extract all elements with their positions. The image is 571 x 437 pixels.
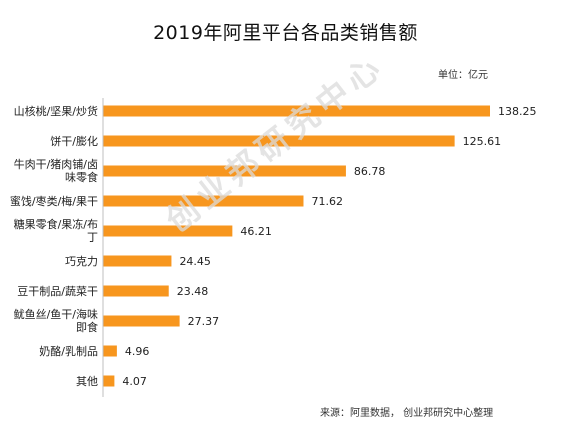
category-label-8: 奶酪/乳制品	[39, 344, 98, 358]
chart-title: 2019年阿里平台各品类销售额	[153, 22, 418, 44]
source-note: 来源：阿里数据， 创业邦研究中心整理	[320, 408, 494, 419]
value-labels: 138.25 125.61 86.78 71.62 46.21 24.45 23.48 27.…	[122, 105, 536, 388]
category-label-0: 山核桃/坚果/炒货	[14, 104, 98, 118]
bar-6	[103, 285, 169, 297]
category-label-4: 糖果零食/果冻/布丁	[14, 217, 98, 244]
bar-4	[103, 225, 233, 237]
unit-label: 单位：亿元	[438, 70, 488, 81]
bar-3	[103, 195, 304, 207]
value-label-8: 4.96	[125, 345, 150, 358]
category-label-3: 蜜饯/枣类/梅/果干	[10, 194, 98, 208]
value-label-4: 46.21	[240, 225, 271, 238]
value-label-2: 86.78	[354, 165, 386, 178]
value-label-0: 138.25	[498, 105, 537, 118]
bar-7	[103, 315, 180, 327]
value-label-1: 125.61	[463, 135, 502, 148]
bar-5	[103, 255, 172, 267]
category-label-5: 巧克力	[65, 255, 98, 268]
value-label-3: 71.62	[311, 195, 343, 208]
category-label-1: 饼干/膨化	[50, 134, 98, 148]
value-label-5: 24.45	[179, 255, 211, 268]
category-label-7: 鱿鱼丝/鱼干/海味即食	[14, 307, 98, 334]
value-label-7: 27.37	[188, 315, 220, 328]
category-labels: 山核桃/坚果/炒货饼干/膨化牛肉干/猪肉铺/卤味零食蜜饯/枣类/梅/果干糖果零食…	[10, 104, 98, 388]
bar-8	[103, 345, 117, 357]
category-label-2: 牛肉干/猪肉铺/卤味零食	[14, 157, 98, 184]
bar-1	[103, 135, 455, 147]
category-label-6: 豆干制品/蔬菜干	[17, 285, 98, 298]
bar-0	[103, 105, 490, 117]
category-label-9: 其他	[76, 375, 98, 388]
value-label-9: 4.07	[122, 375, 147, 388]
value-label-6: 23.48	[177, 285, 209, 298]
bar-2	[103, 165, 346, 177]
bars-layer	[103, 105, 490, 387]
bar-9	[103, 375, 115, 387]
